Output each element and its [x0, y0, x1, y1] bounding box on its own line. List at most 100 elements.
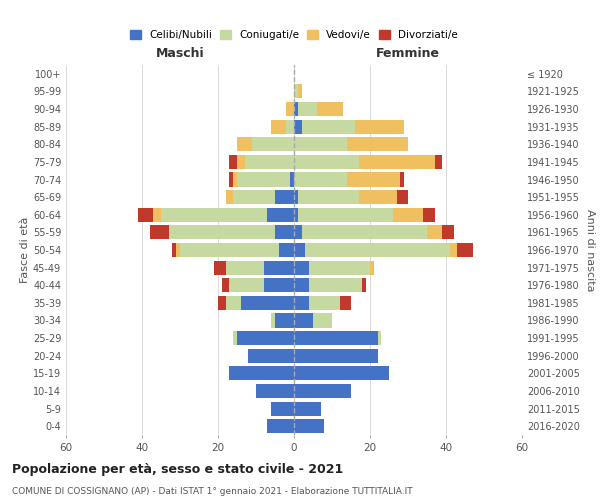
Bar [271, 314, 275, 328]
Text: Maschi: Maschi [155, 46, 205, 60]
Bar [302, 226, 427, 239]
Bar [245, 155, 294, 169]
Bar [256, 384, 294, 398]
Bar [233, 331, 237, 345]
Bar [252, 137, 294, 152]
Bar [298, 208, 393, 222]
Bar [427, 226, 442, 239]
Bar [294, 278, 309, 292]
Bar [294, 120, 302, 134]
Bar [290, 172, 294, 186]
Bar [317, 102, 343, 116]
Bar [309, 278, 362, 292]
Bar [226, 296, 241, 310]
Bar [294, 84, 298, 98]
Bar [294, 296, 309, 310]
Bar [294, 190, 298, 204]
Bar [294, 331, 377, 345]
Bar [233, 190, 275, 204]
Bar [275, 226, 294, 239]
Bar [423, 208, 434, 222]
Bar [263, 260, 294, 274]
Bar [302, 120, 355, 134]
Text: Femmine: Femmine [376, 46, 440, 60]
Bar [222, 278, 229, 292]
Bar [237, 331, 294, 345]
Bar [263, 278, 294, 292]
Bar [161, 208, 268, 222]
Bar [359, 190, 397, 204]
Bar [393, 208, 423, 222]
Text: COMUNE DI COSSIGNANO (AP) - Dati ISTAT 1° gennaio 2021 - Elaborazione TUTTITALIA: COMUNE DI COSSIGNANO (AP) - Dati ISTAT 1… [12, 488, 413, 496]
Bar [237, 155, 245, 169]
Bar [294, 402, 320, 415]
Bar [294, 366, 389, 380]
Bar [294, 137, 347, 152]
Bar [229, 155, 237, 169]
Bar [149, 226, 169, 239]
Bar [176, 243, 180, 257]
Bar [154, 208, 161, 222]
Bar [442, 226, 454, 239]
Bar [172, 243, 176, 257]
Bar [298, 190, 359, 204]
Bar [309, 260, 370, 274]
Bar [434, 155, 442, 169]
Bar [294, 208, 298, 222]
Bar [275, 190, 294, 204]
Bar [309, 296, 340, 310]
Legend: Celibi/Nubili, Coniugati/e, Vedovi/e, Divorziati/e: Celibi/Nubili, Coniugati/e, Vedovi/e, Di… [126, 26, 462, 44]
Bar [294, 172, 347, 186]
Y-axis label: Anni di nascita: Anni di nascita [585, 209, 595, 291]
Bar [298, 102, 317, 116]
Bar [180, 243, 279, 257]
Bar [347, 137, 408, 152]
Y-axis label: Fasce di età: Fasce di età [20, 217, 30, 283]
Bar [305, 243, 450, 257]
Bar [294, 226, 302, 239]
Bar [214, 260, 226, 274]
Bar [275, 314, 294, 328]
Bar [286, 120, 294, 134]
Bar [294, 348, 377, 363]
Text: Popolazione per età, sesso e stato civile - 2021: Popolazione per età, sesso e stato civil… [12, 462, 343, 475]
Bar [138, 208, 154, 222]
Bar [294, 243, 305, 257]
Bar [294, 102, 298, 116]
Bar [457, 243, 473, 257]
Bar [294, 384, 351, 398]
Bar [226, 190, 233, 204]
Bar [294, 260, 309, 274]
Bar [298, 84, 302, 98]
Bar [229, 278, 263, 292]
Bar [241, 296, 294, 310]
Bar [233, 172, 237, 186]
Bar [377, 331, 382, 345]
Bar [268, 419, 294, 433]
Bar [268, 208, 294, 222]
Bar [237, 137, 252, 152]
Bar [359, 155, 434, 169]
Bar [370, 260, 374, 274]
Bar [340, 296, 351, 310]
Bar [279, 243, 294, 257]
Bar [355, 120, 404, 134]
Bar [218, 296, 226, 310]
Bar [229, 172, 233, 186]
Bar [294, 314, 313, 328]
Bar [347, 172, 400, 186]
Bar [294, 155, 359, 169]
Bar [294, 419, 325, 433]
Bar [400, 172, 404, 186]
Bar [169, 226, 275, 239]
Bar [286, 102, 294, 116]
Bar [271, 402, 294, 415]
Bar [450, 243, 457, 257]
Bar [229, 366, 294, 380]
Bar [362, 278, 366, 292]
Bar [226, 260, 263, 274]
Bar [237, 172, 290, 186]
Bar [248, 348, 294, 363]
Bar [271, 120, 286, 134]
Bar [313, 314, 332, 328]
